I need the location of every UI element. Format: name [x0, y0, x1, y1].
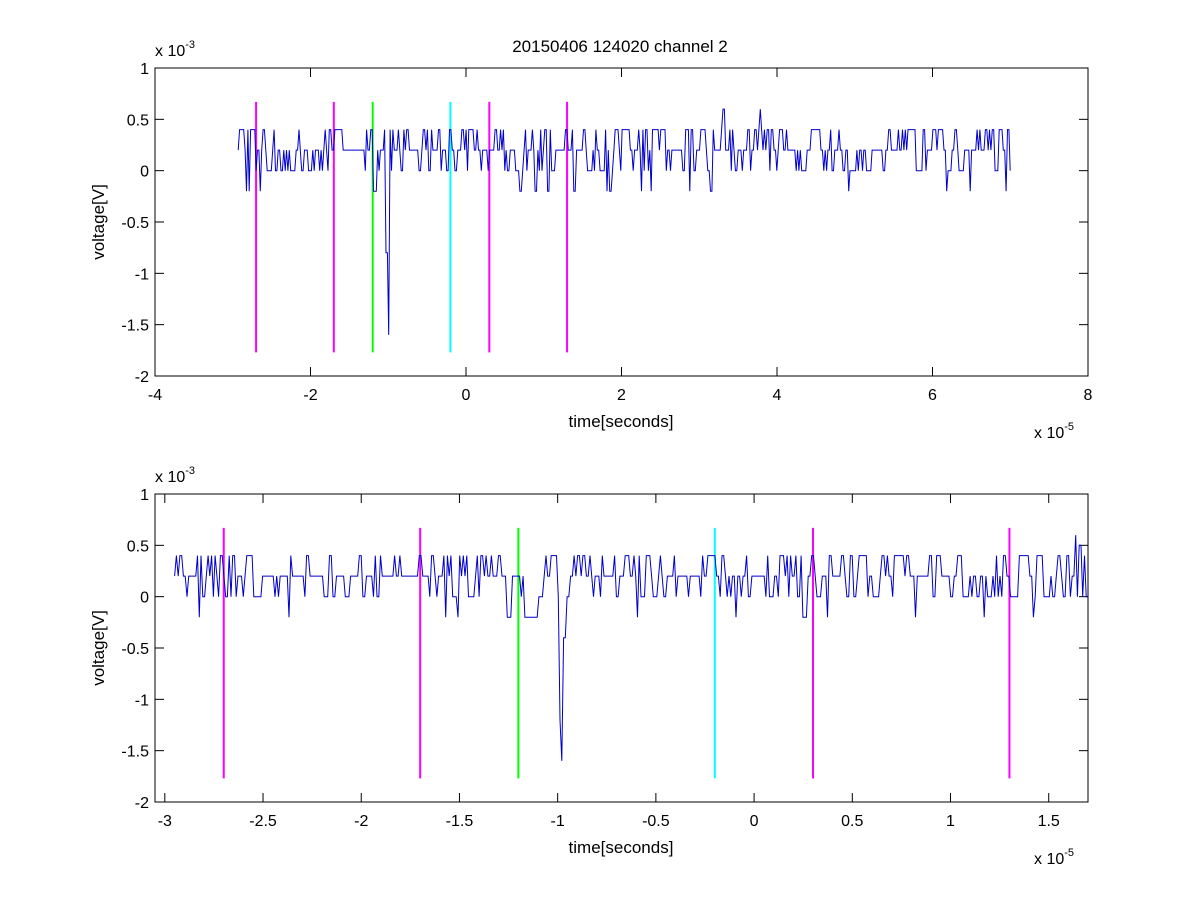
bottom-x-tick-label: -2.5: [249, 813, 277, 830]
figure-title: 20150406 124020 channel 2: [512, 37, 728, 56]
bottom-x-tick-label: 1: [946, 813, 955, 830]
top-x-tick-label: 0: [462, 387, 471, 404]
bottom-x-tick-label: -3: [158, 813, 172, 830]
top-x-tick-label: 8: [1084, 387, 1093, 404]
bottom-y-label: voltage[V]: [89, 610, 108, 686]
bottom-x-tick-label: -1: [551, 813, 565, 830]
top-y-tick-label: 0.5: [127, 112, 149, 129]
top-y-ticks: 1 0.5 0 -0.5 -1 -1.5 -2: [121, 61, 1088, 386]
top-y-label: voltage[V]: [89, 184, 108, 260]
top-y-tick-label: -1.5: [121, 318, 149, 335]
top-y-tick-label: 0: [140, 164, 149, 181]
bottom-y-tick-label: -1: [135, 692, 149, 709]
top-y-multiplier: x 10: [155, 43, 185, 60]
bottom-y-tick-label: 0.5: [127, 538, 149, 555]
bottom-subplot: -3 -2.5 -2 -1.5 -1 -0.5 0 0.5 1 1.5 1 0.5 0 -0.5 -1 -1…: [89, 465, 1089, 868]
bottom-y-tick-label: -0.5: [121, 641, 149, 658]
bottom-x-exponent: x 10-5: [1034, 847, 1074, 868]
bottom-x-tick-label: -0.5: [642, 813, 670, 830]
bottom-x-exponent-power: -5: [1064, 847, 1074, 859]
bottom-y-tick-label: -2: [135, 795, 149, 812]
bottom-y-tick-label: 1: [140, 487, 149, 504]
bottom-y-exponent: x 10-3: [155, 465, 195, 486]
top-x-label: time[seconds]: [569, 412, 674, 431]
top-subplot: -4 -2 0 2 4 6 8 10.50-0.5-1-1.5-2 time[seconds…: [89, 39, 1093, 442]
bottom-x-ticks: -3 -2.5 -2 -1.5 -1 -0.5 0 0.5 1 1.5: [158, 494, 1060, 830]
top-x-tick-label: 6: [928, 387, 937, 404]
top-x-multiplier: x 10: [1034, 425, 1064, 442]
top-y-tick-label: 1: [140, 61, 149, 78]
bottom-y-tick-label: 0: [140, 590, 149, 607]
bottom-x-label: time[seconds]: [569, 838, 674, 857]
top-y-tick-label: -2: [135, 369, 149, 386]
bottom-x-tick-label: 0: [750, 813, 759, 830]
bottom-x-tick-label: 1.5: [1038, 813, 1060, 830]
top-x-exponent-power: -5: [1064, 421, 1074, 433]
top-x-exponent: x 10-5: [1034, 421, 1074, 442]
top-x-tick-label: 2: [617, 387, 626, 404]
bottom-x-multiplier: x 10: [1034, 851, 1064, 868]
top-y-tick-label: -1: [135, 266, 149, 283]
bottom-x-tick-label: -2: [354, 813, 368, 830]
top-y-exponent: x 10-3: [155, 39, 195, 60]
bottom-x-tick-label: -1.5: [446, 813, 474, 830]
top-x-tick-label: -2: [303, 387, 317, 404]
top-x-tick-label: 4: [773, 387, 782, 404]
top-x-ticks: -4 -2 0 2 4 6 8: [148, 68, 1093, 404]
bottom-y-exponent-power: -3: [185, 465, 195, 477]
bottom-y-multiplier: x 10: [155, 469, 185, 486]
bottom-signal-line: [174, 535, 1088, 761]
bottom-y-tick-label: -1.5: [121, 744, 149, 761]
top-y-exponent-power: -3: [185, 39, 195, 51]
top-signal-line: [237, 108, 1011, 335]
bottom-x-tick-label: 0.5: [841, 813, 863, 830]
bottom-y-ticks: 1 0.5 0 -0.5 -1 -1.5 -2: [121, 487, 1088, 812]
top-y-tick-label: -0.5: [121, 215, 149, 232]
top-x-tick-label: -4: [148, 387, 162, 404]
